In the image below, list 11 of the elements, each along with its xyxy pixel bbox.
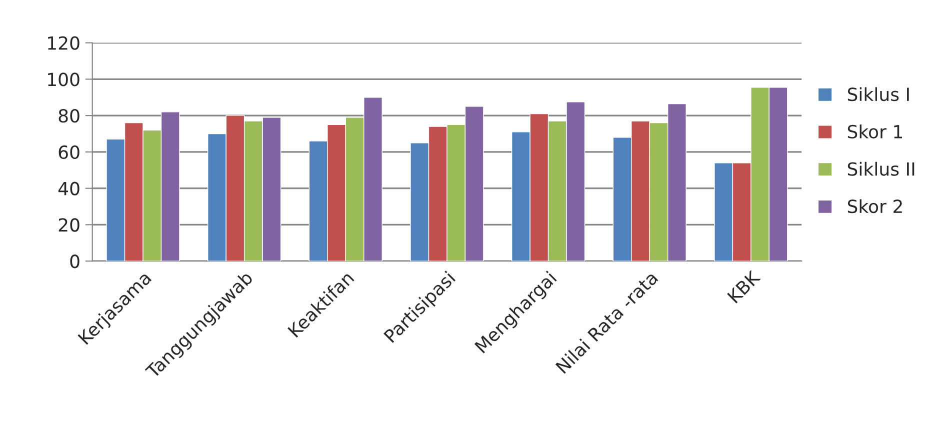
y-tick-label: 20 — [58, 218, 80, 232]
y-tick-label: 80 — [58, 109, 80, 123]
legend-label: Skor 2 — [848, 199, 902, 214]
y-tick-label: 0 — [70, 254, 80, 268]
legend-label: Siklus II — [848, 162, 914, 176]
y-tick-label: 120 — [48, 36, 80, 50]
y-tick-label: 60 — [58, 145, 80, 160]
legend-label: Skor 1 — [848, 124, 902, 139]
legend-label: Siklus I — [848, 87, 909, 102]
y-tick-label: 40 — [58, 182, 80, 196]
y-tick-label: 100 — [48, 72, 80, 86]
